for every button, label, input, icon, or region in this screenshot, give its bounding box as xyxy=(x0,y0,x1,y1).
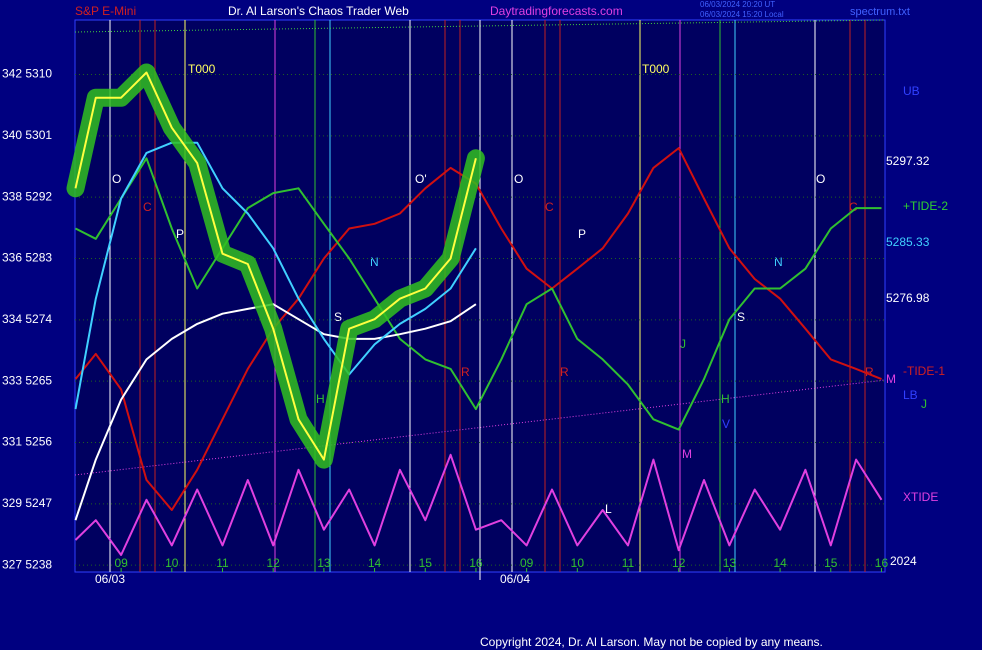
right-label: LB xyxy=(903,388,918,402)
annotation: R xyxy=(865,365,874,379)
annotation: P xyxy=(176,227,184,241)
right-labels: UB 5297.32 +TIDE-2 5285.33 5276.98 -TIDE… xyxy=(886,84,948,568)
x-tick-label: 13 xyxy=(723,556,737,570)
annotation: S xyxy=(334,310,342,324)
right-label: M xyxy=(886,372,896,386)
annotation: H xyxy=(721,392,730,406)
annotation: O xyxy=(816,172,825,186)
annotation: P xyxy=(578,227,586,241)
annotation: M xyxy=(682,447,692,461)
y-tick-label: 334 5274 xyxy=(2,312,52,326)
annotation: N xyxy=(370,255,379,269)
right-label: -TIDE-1 xyxy=(903,364,945,378)
right-label: +TIDE-2 xyxy=(903,199,948,213)
x-tick-label: 14 xyxy=(773,556,787,570)
date-label: 06/04 xyxy=(500,572,530,586)
x-tick-label: 12 xyxy=(672,556,686,570)
annotation: C xyxy=(849,200,858,214)
annotation: V xyxy=(722,417,730,431)
x-tick-label: 10 xyxy=(165,556,179,570)
right-label: 5297.32 xyxy=(886,154,930,168)
annotation: C xyxy=(545,200,554,214)
annotation: S xyxy=(737,310,745,324)
x-tick-label: 16 xyxy=(469,556,483,570)
series-line xyxy=(74,453,883,556)
annotation: C xyxy=(143,200,152,214)
right-label: J xyxy=(921,397,927,411)
x-tick-label: 13 xyxy=(317,556,331,570)
annotation: T000 xyxy=(642,62,670,76)
x-tick-label: 09 xyxy=(520,556,534,570)
y-tick-label: 333 5265 xyxy=(2,373,52,387)
x-tick-label: 11 xyxy=(622,556,635,570)
date-label: 06/03 xyxy=(95,572,125,586)
annotation: N xyxy=(774,255,783,269)
header-time: 06/03/2024 20:20 UT xyxy=(700,0,775,9)
right-label: 5285.33 xyxy=(886,235,930,249)
annotation: J xyxy=(680,337,686,351)
x-tick-label: 15 xyxy=(824,556,838,570)
copyright: Copyright 2024, Dr. Al Larson. May not b… xyxy=(480,635,823,649)
time-markers xyxy=(74,19,886,580)
y-tick-label: 327 5238 xyxy=(2,557,52,571)
x-tick-label: 11 xyxy=(216,556,229,570)
header-time: 06/03/2024 15:20 Local xyxy=(700,10,784,19)
y-tick-label: 329 5247 xyxy=(2,496,52,510)
x-tick-label: 16 xyxy=(875,556,889,570)
right-label: UB xyxy=(903,84,920,98)
x-tick-label: 15 xyxy=(419,556,433,570)
right-label: 5276.98 xyxy=(886,291,930,305)
x-tick-label: 10 xyxy=(571,556,585,570)
y-tick-label: 342 5310 xyxy=(2,67,52,81)
annotations: T000 T000 O C P N S R H O' O C P N S R H… xyxy=(112,62,874,516)
right-label: 2024 xyxy=(890,554,917,568)
y-tick-label: 336 5283 xyxy=(2,251,52,265)
annotation: O' xyxy=(415,172,427,186)
series-line xyxy=(74,141,477,410)
annotation: R xyxy=(461,365,470,379)
y-tick-label: 331 5256 xyxy=(2,435,52,449)
x-tick-label: 12 xyxy=(267,556,281,570)
annotation: L xyxy=(605,502,612,516)
x-tick-label: 14 xyxy=(368,556,382,570)
header-site: Daytradingforecasts.com xyxy=(490,4,623,18)
right-label: XTIDE xyxy=(903,490,938,504)
header-left: S&P E-Mini xyxy=(75,4,136,18)
chart-title: Dr. Al Larson's Chaos Trader Web xyxy=(228,4,409,18)
y-tick-label: 340 5301 xyxy=(2,128,52,142)
annotation: T000 xyxy=(188,62,216,76)
y-tick-label: 338 5292 xyxy=(2,189,52,203)
annotation: O xyxy=(112,172,121,186)
series-line xyxy=(74,71,477,461)
annotation: O xyxy=(514,172,523,186)
annotation: H xyxy=(316,392,325,406)
annotation: R xyxy=(560,365,569,379)
series-line xyxy=(75,157,882,431)
header-right: spectrum.txt xyxy=(850,6,910,18)
x-tick-label: 09 xyxy=(114,556,128,570)
